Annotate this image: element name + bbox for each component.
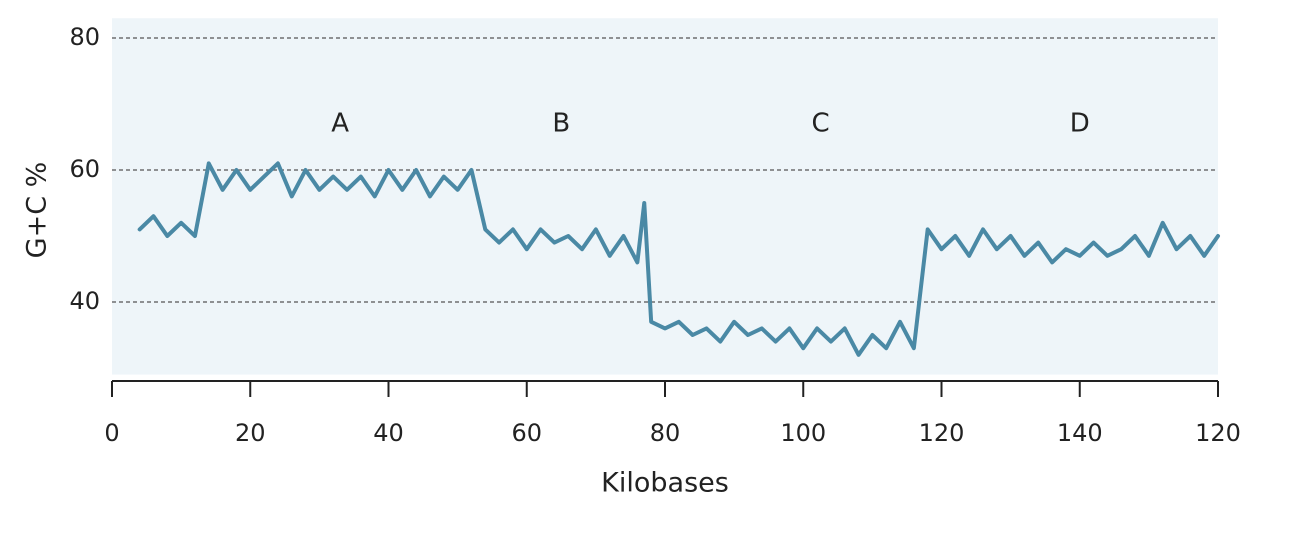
data-line bbox=[137, 161, 1220, 357]
x-tick-label: 80 bbox=[650, 419, 681, 447]
plot-background bbox=[112, 18, 1218, 375]
x-tick-label: 20 bbox=[235, 419, 266, 447]
x-axis-title: Kilobases bbox=[601, 468, 729, 499]
annotation: A bbox=[331, 108, 349, 138]
annotation: D bbox=[1070, 108, 1090, 138]
y-tick-label: 80 bbox=[69, 23, 100, 51]
y-axis-title: G+C % bbox=[22, 162, 53, 259]
x-tick-label: 0 bbox=[104, 419, 119, 447]
x-tick-label: 100 bbox=[780, 419, 826, 447]
x-tick-label: 40 bbox=[373, 419, 404, 447]
x-tick-label: 120 bbox=[1195, 419, 1241, 447]
x-tick-label: 120 bbox=[919, 419, 965, 447]
x-tick-label: 140 bbox=[1057, 419, 1103, 447]
y-tick-label: 40 bbox=[69, 287, 100, 315]
annotation: C bbox=[811, 108, 829, 138]
x-tick-label: 60 bbox=[511, 419, 542, 447]
annotation: B bbox=[552, 108, 570, 138]
y-tick-label: 60 bbox=[69, 155, 100, 183]
